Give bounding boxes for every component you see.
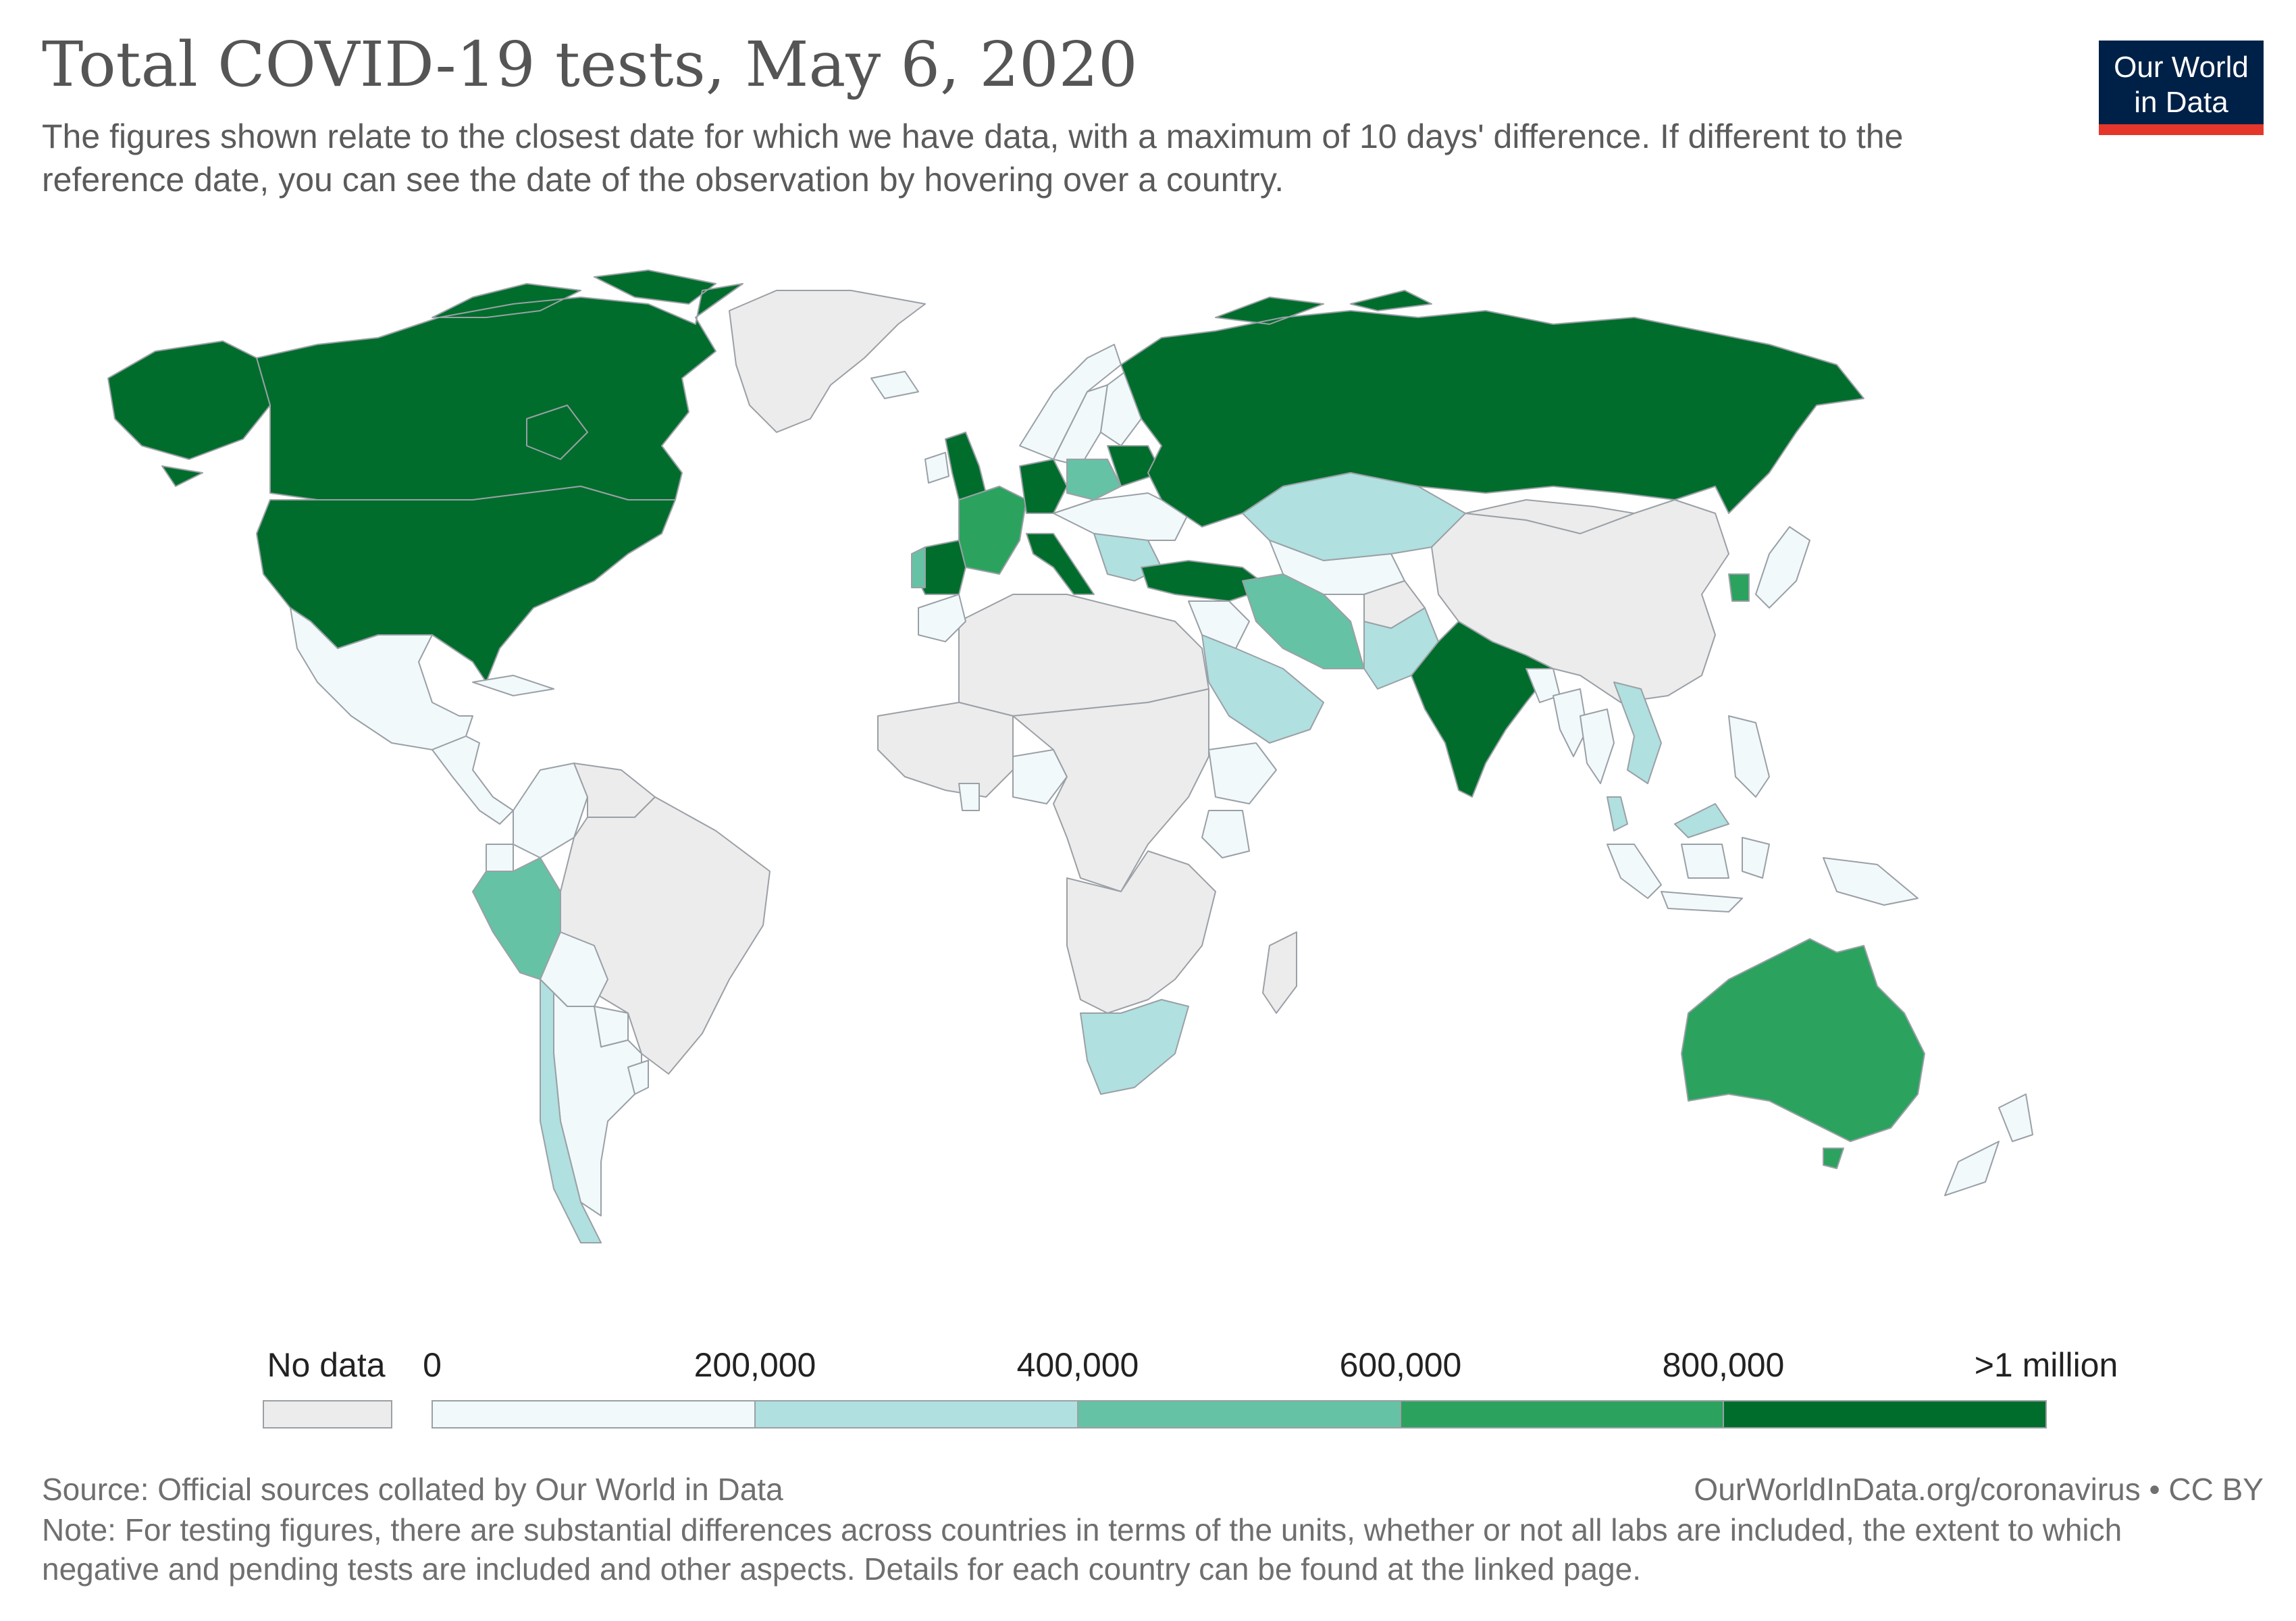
country-portugal[interactable] xyxy=(911,546,926,588)
country-uruguay[interactable] xyxy=(627,1060,649,1095)
country-ecuador[interactable] xyxy=(486,844,514,872)
legend-swatch-bin-1 xyxy=(754,1400,1078,1429)
footer-source: Source: Official sources collated by Our… xyxy=(42,1472,783,1507)
owid-logo[interactable]: Our World in Data xyxy=(2099,41,2264,135)
country-malaysia[interactable] xyxy=(1607,796,1729,838)
page-title: Total COVID-19 tests, May 6, 2020 xyxy=(42,28,1138,101)
country-france[interactable] xyxy=(958,486,1027,575)
logo-line-1: Our World xyxy=(2114,51,2249,84)
legend-label-bin-3: 600,000 xyxy=(1339,1346,1462,1384)
country-new-zealand[interactable] xyxy=(1944,1093,2033,1196)
country-philippines[interactable] xyxy=(1728,715,1770,798)
country-indonesia[interactable] xyxy=(1607,837,1770,912)
logo-line-2: in Data xyxy=(2134,86,2228,119)
country-ethiopia[interactable] xyxy=(1208,742,1277,804)
page-subtitle: The figures shown relate to the closest … xyxy=(42,118,1904,199)
country-south-korea[interactable] xyxy=(1728,573,1750,602)
country-vietnam[interactable] xyxy=(1613,681,1662,784)
country-alaska[interactable] xyxy=(107,340,271,487)
country-greenland[interactable] xyxy=(729,290,926,433)
country-middle-east[interactable] xyxy=(1188,600,1250,649)
country-morocco[interactable] xyxy=(918,594,966,642)
legend-swatch-bin-0 xyxy=(432,1400,756,1429)
legend-label-bin-4: 800,000 xyxy=(1662,1346,1785,1384)
country-southern-africa[interactable] xyxy=(1066,850,1216,1014)
country-madagascar[interactable] xyxy=(1262,931,1297,1014)
country-nigeria[interactable] xyxy=(1012,749,1068,804)
legend-label-bin-2: 400,000 xyxy=(1016,1346,1139,1384)
country-papua-new-guinea[interactable] xyxy=(1823,857,1919,906)
country-west-africa[interactable] xyxy=(877,702,1014,798)
country-australia[interactable] xyxy=(1681,938,1925,1142)
country-thailand[interactable] xyxy=(1580,709,1615,784)
legend-swatch-no-data xyxy=(263,1400,392,1429)
legend-swatch-bin-2 xyxy=(1077,1400,1401,1429)
country-afghanistan[interactable] xyxy=(1363,580,1426,629)
country-russia[interactable] xyxy=(1120,290,1864,528)
country-iceland[interactable] xyxy=(870,371,919,399)
country-japan[interactable] xyxy=(1755,526,1810,609)
legend-label-max: >1 million xyxy=(1974,1346,2118,1384)
country-poland[interactable] xyxy=(1066,459,1122,500)
country-united-kingdom[interactable] xyxy=(945,432,987,500)
country-south-africa[interactable] xyxy=(1080,999,1189,1095)
country-mongolia[interactable] xyxy=(1465,499,1635,534)
country-saudi-arabia[interactable] xyxy=(1201,634,1324,744)
legend-label-bin-0: 0 xyxy=(423,1346,442,1384)
country-tasmania[interactable] xyxy=(1823,1148,1844,1169)
legend-swatch-bin-3 xyxy=(1400,1400,1724,1429)
country-chile[interactable] xyxy=(540,979,602,1243)
country-myanmar[interactable] xyxy=(1553,688,1588,757)
country-colombia[interactable] xyxy=(513,763,588,858)
country-mexico[interactable] xyxy=(290,607,473,750)
country-kenya[interactable] xyxy=(1201,810,1250,858)
country-ghana[interactable] xyxy=(958,783,980,811)
footer-url-link[interactable]: OurWorldInData.org/coronavirus • CC BY xyxy=(1694,1472,2264,1507)
country-germany[interactable] xyxy=(1019,459,1068,514)
country-italy[interactable] xyxy=(1026,533,1095,595)
footer-note: Note: For testing figures, there are sub… xyxy=(42,1512,2122,1587)
country-central-africa[interactable] xyxy=(1012,688,1209,892)
country-ireland[interactable] xyxy=(924,452,949,484)
legend-label-no-data: No data xyxy=(267,1346,386,1384)
country-canada[interactable] xyxy=(256,269,743,500)
legend-swatch-bin-4 xyxy=(1723,1400,2047,1429)
country-cuba[interactable] xyxy=(472,675,554,696)
country-central-america[interactable] xyxy=(432,736,514,825)
legend-label-bin-1: 200,000 xyxy=(694,1346,816,1384)
